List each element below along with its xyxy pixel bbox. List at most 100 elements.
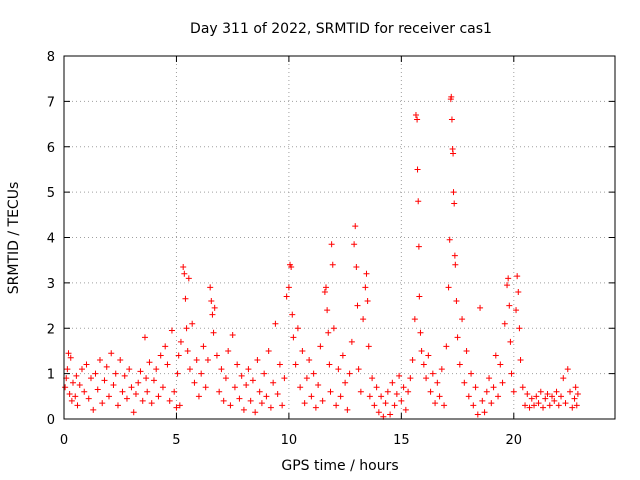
data-point — [453, 298, 460, 305]
x-tick-label: 5 — [172, 433, 180, 448]
data-point — [418, 347, 425, 354]
data-point — [507, 338, 514, 345]
data-point — [290, 334, 297, 341]
data-point — [355, 366, 362, 373]
data-point — [528, 395, 535, 402]
data-point — [121, 372, 128, 379]
x-tick-label: 10 — [281, 433, 298, 448]
data-point — [483, 388, 490, 395]
data-points — [62, 93, 581, 420]
data-point — [285, 284, 292, 291]
data-point — [283, 293, 290, 300]
data-point — [175, 352, 182, 359]
data-point — [451, 200, 458, 207]
data-point — [301, 400, 308, 407]
data-point — [321, 288, 328, 295]
data-point — [393, 391, 400, 398]
data-point — [488, 400, 495, 407]
data-point — [126, 366, 133, 373]
data-point — [365, 343, 372, 350]
data-point — [171, 388, 178, 395]
data-point — [193, 357, 200, 364]
y-axis-label: SRMTID / TECUs — [6, 182, 22, 295]
y-tick-label: 1 — [47, 368, 55, 383]
data-point — [514, 273, 521, 280]
data-point — [176, 402, 183, 409]
data-point — [254, 357, 261, 364]
data-point — [243, 381, 250, 388]
data-point — [558, 393, 565, 400]
data-point — [162, 343, 169, 350]
data-point — [65, 350, 72, 357]
data-point — [540, 404, 547, 411]
data-point — [68, 397, 75, 404]
data-point — [216, 388, 223, 395]
data-point — [96, 357, 103, 364]
data-point — [544, 391, 551, 398]
data-point — [299, 347, 306, 354]
data-point — [173, 404, 180, 411]
data-point — [501, 320, 508, 327]
data-point — [101, 377, 108, 384]
data-point — [454, 334, 461, 341]
data-point — [420, 361, 427, 368]
data-point — [362, 284, 369, 291]
data-point — [445, 284, 452, 291]
data-point — [537, 388, 544, 395]
x-tick-label: 0 — [60, 433, 68, 448]
data-point — [317, 343, 324, 350]
data-point — [78, 366, 85, 373]
data-point — [191, 379, 198, 386]
data-point — [81, 388, 88, 395]
data-point — [371, 402, 378, 409]
data-point — [195, 393, 202, 400]
data-point — [263, 393, 270, 400]
data-point — [209, 311, 216, 318]
data-point — [294, 325, 301, 332]
data-point — [289, 311, 296, 318]
data-point — [208, 298, 215, 305]
data-point — [456, 361, 463, 368]
data-point — [245, 366, 252, 373]
data-point — [189, 320, 196, 327]
data-point — [486, 375, 493, 382]
data-point — [344, 406, 351, 413]
data-point — [407, 375, 414, 382]
data-point — [364, 298, 371, 305]
data-point — [72, 393, 79, 400]
data-point — [315, 381, 322, 388]
data-point — [389, 379, 396, 386]
data-point — [465, 393, 472, 400]
data-point — [202, 384, 209, 391]
data-point — [519, 384, 526, 391]
data-point — [182, 295, 189, 302]
data-point — [220, 397, 227, 404]
data-point — [400, 384, 407, 391]
data-point — [346, 370, 353, 377]
data-point — [148, 400, 155, 407]
data-point — [108, 350, 115, 357]
data-point — [180, 263, 187, 270]
data-point — [231, 384, 238, 391]
data-point — [351, 241, 358, 248]
data-point — [369, 375, 376, 382]
data-point — [157, 352, 164, 359]
data-point — [542, 395, 549, 402]
data-point — [533, 393, 540, 400]
data-point — [468, 370, 475, 377]
data-point — [409, 357, 416, 364]
data-point — [373, 384, 380, 391]
data-point — [366, 393, 373, 400]
data-point — [164, 361, 171, 368]
data-point — [211, 304, 218, 311]
data-point — [114, 402, 121, 409]
data-point — [198, 370, 205, 377]
data-point — [159, 384, 166, 391]
data-point — [375, 409, 382, 416]
data-point — [234, 361, 241, 368]
data-point — [274, 391, 281, 398]
data-point — [481, 409, 488, 416]
data-point — [573, 402, 580, 409]
data-point — [155, 393, 162, 400]
